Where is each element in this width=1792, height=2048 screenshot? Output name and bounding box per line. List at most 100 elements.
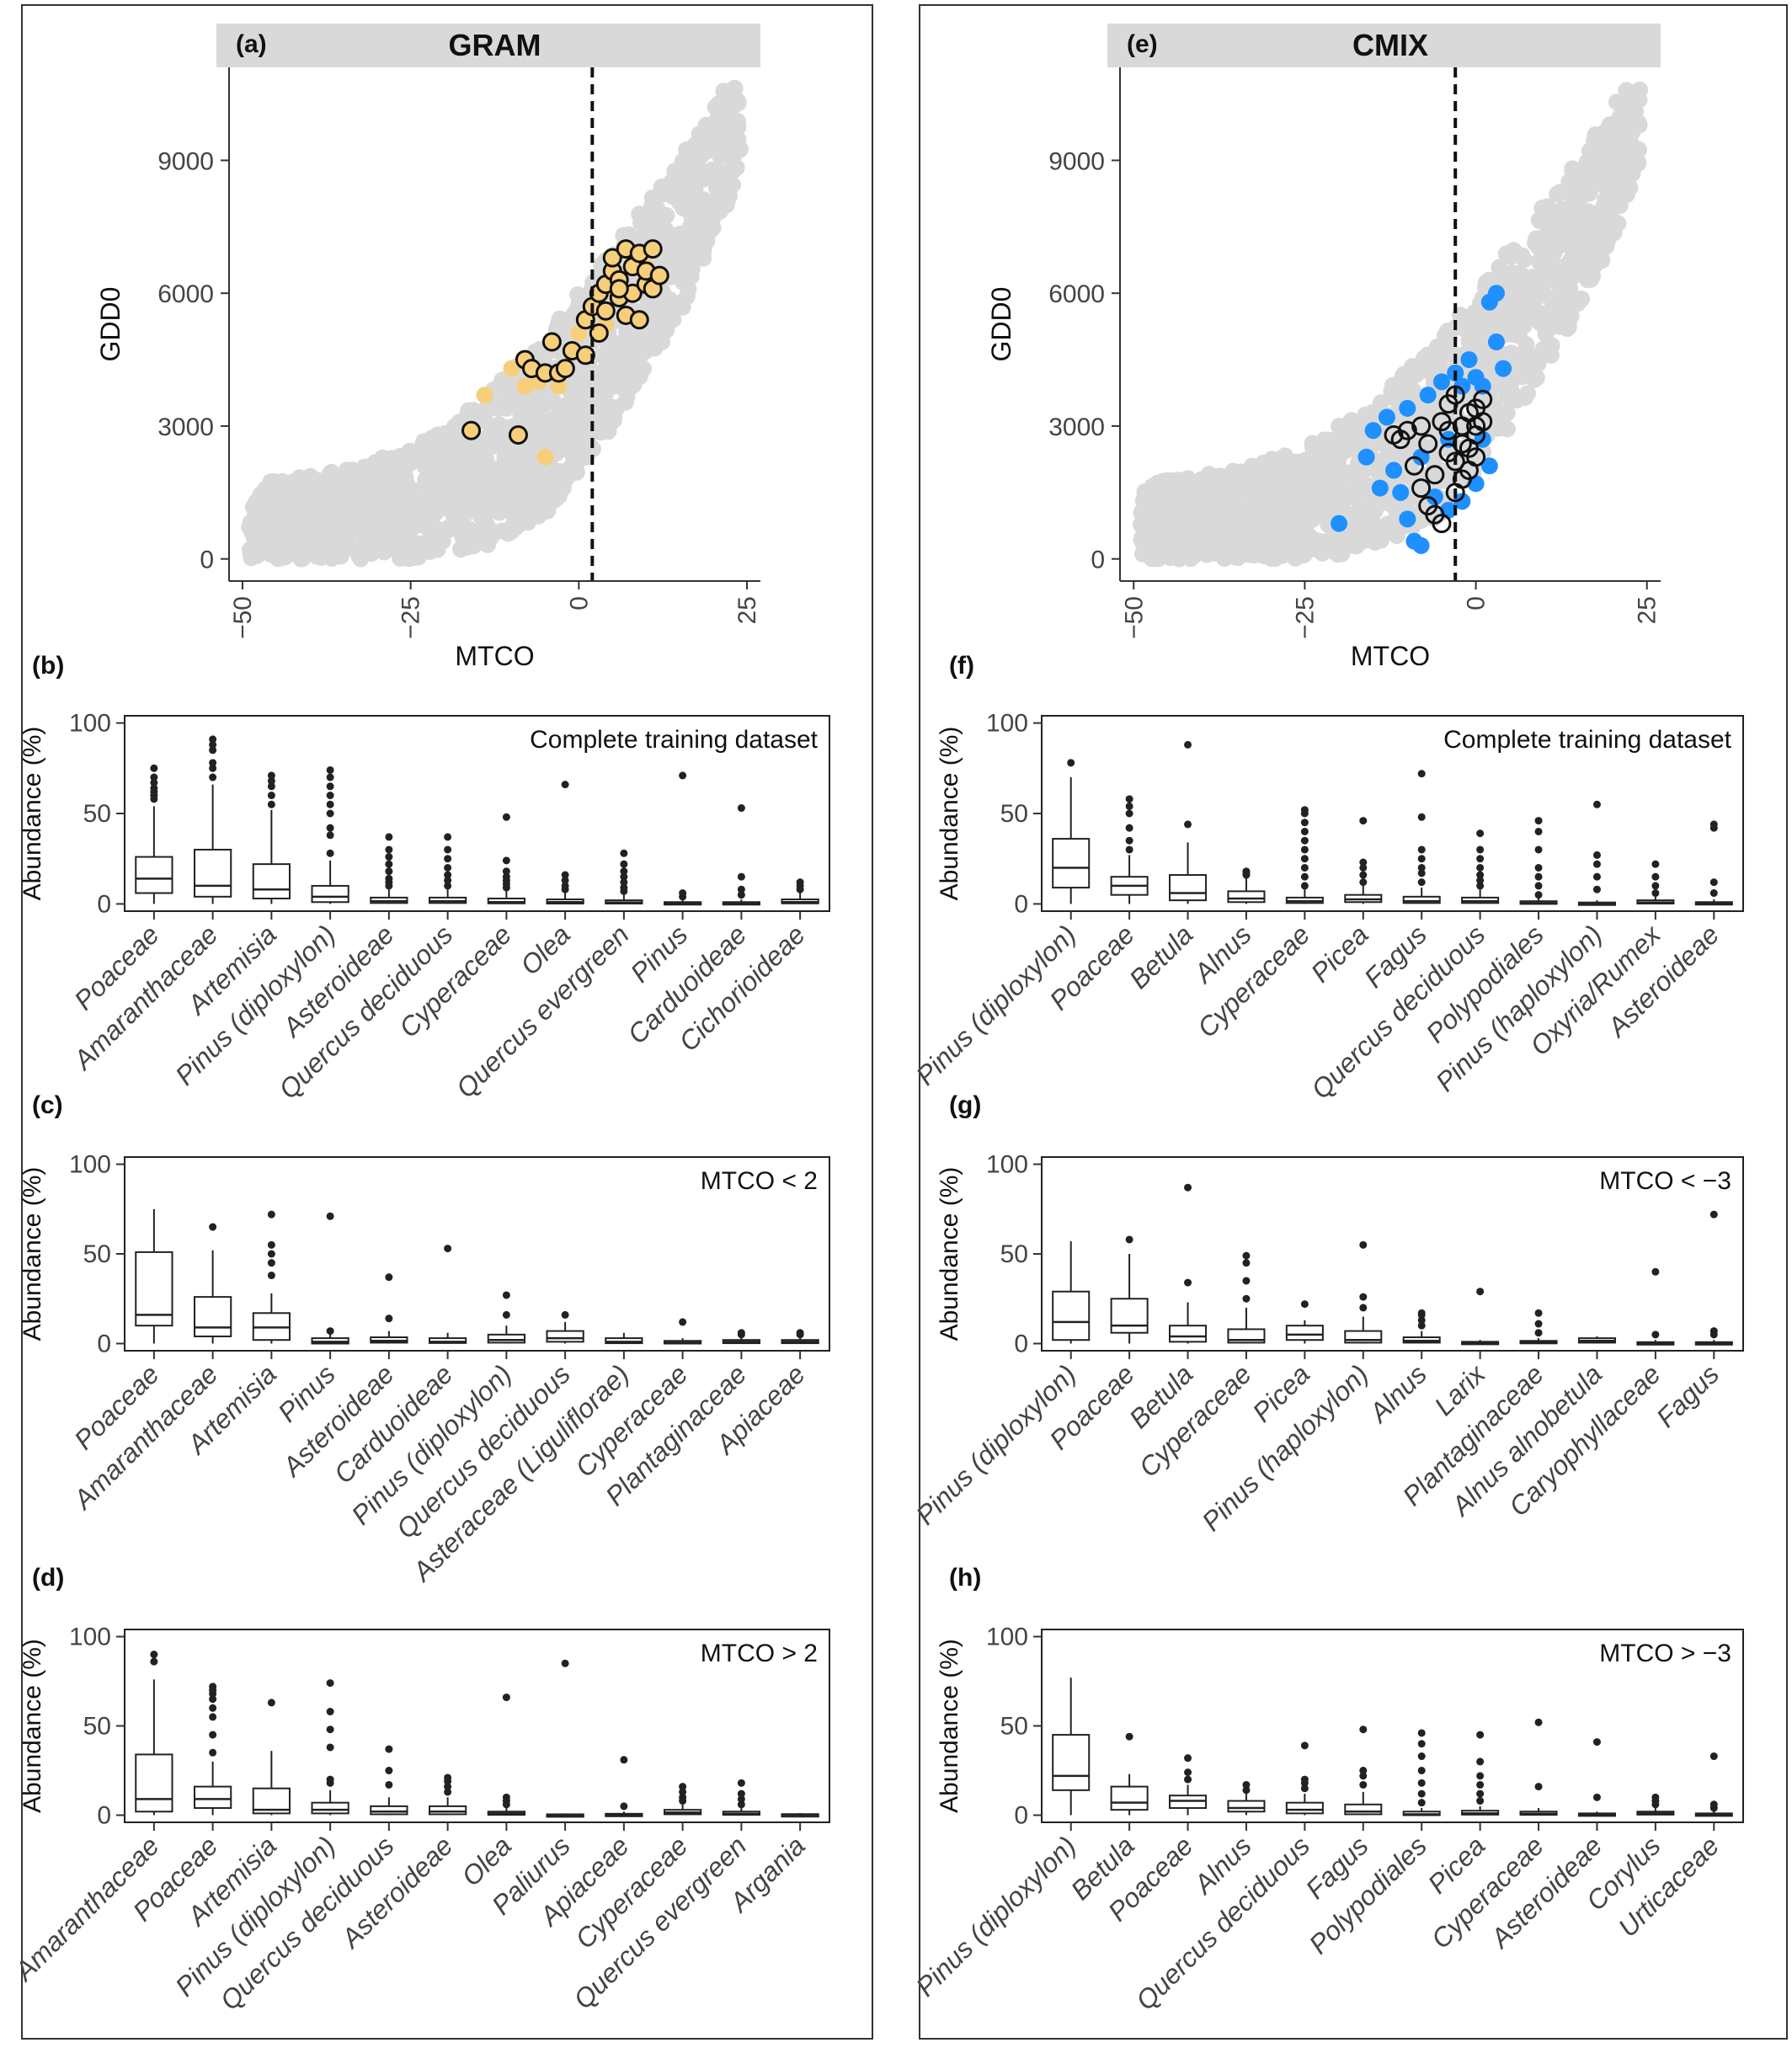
outlier-point [1534, 1329, 1543, 1337]
background-point [328, 542, 346, 560]
box-body [1402, 895, 1441, 904]
background-point [1622, 134, 1640, 152]
outlier-point [326, 1212, 334, 1220]
box [135, 1208, 173, 1344]
outlier-point [1300, 836, 1309, 845]
box [1110, 795, 1149, 904]
outlier-point [1651, 1793, 1660, 1801]
background-point [472, 435, 490, 453]
background-point [1427, 459, 1444, 477]
outlier-point [1534, 891, 1543, 899]
background-point [706, 114, 723, 131]
background-point [1411, 504, 1429, 522]
outlier-point [150, 778, 158, 787]
background-point [1491, 259, 1508, 276]
outlier-point [1125, 836, 1133, 845]
outlier-point [737, 1789, 745, 1798]
outlier-point [385, 1780, 393, 1789]
background-point [1517, 388, 1534, 406]
background-point [1549, 259, 1566, 276]
box [1694, 1752, 1733, 1817]
outlier-point [679, 1318, 687, 1326]
outlier-point [1534, 817, 1543, 825]
boxplot-panel-b: (b) Complete training dataset 0 50 100 Abunda… [19, 652, 830, 1105]
background-point [1205, 511, 1223, 529]
box [1227, 1251, 1266, 1344]
background-point [1316, 463, 1334, 481]
outlier-point [1534, 1320, 1543, 1328]
background-points [241, 79, 749, 568]
background-point [1618, 82, 1635, 99]
outlined-point [1466, 447, 1486, 467]
outlier-point [1125, 1732, 1133, 1741]
outlier-point [1359, 871, 1368, 879]
outlined-point [575, 345, 595, 365]
box-body [1169, 874, 1208, 902]
background-point [501, 484, 519, 502]
x-tick-label: 25 [1634, 596, 1661, 624]
background-point [462, 474, 480, 492]
outlier-point [444, 882, 452, 890]
background-point [341, 493, 359, 510]
outlier-point [1359, 878, 1368, 887]
outlier-point [1300, 827, 1309, 835]
highlight-point [1385, 461, 1403, 479]
background-point [711, 199, 728, 216]
outlier-point [737, 1779, 745, 1787]
outlier-point [502, 872, 510, 881]
y-tick-label: 100 [986, 710, 1028, 738]
background-point [1163, 542, 1181, 560]
background-point [1592, 142, 1610, 160]
background-point [1437, 472, 1453, 489]
background-point [1265, 545, 1283, 563]
outlier-point [385, 867, 393, 876]
outlier-point [385, 1315, 393, 1323]
outlier-point [1184, 1768, 1192, 1777]
outlier-point [737, 1795, 745, 1803]
outlier-point [444, 855, 452, 863]
outlier-point [1242, 867, 1251, 876]
highlight-point [1378, 408, 1395, 426]
background-point [1137, 505, 1154, 523]
background-point [674, 152, 691, 170]
y-tick-label: 9000 [157, 147, 214, 175]
background-point [1581, 270, 1599, 288]
outlier-point [737, 872, 745, 881]
highlight-point [476, 387, 493, 404]
background-point [244, 520, 261, 537]
box [664, 1318, 702, 1345]
background-point [731, 141, 749, 158]
box [1636, 860, 1675, 904]
box-body [487, 1333, 525, 1344]
outlier-point [1709, 878, 1718, 887]
outlier-point [1592, 851, 1601, 859]
box-body [194, 848, 232, 898]
background-point [1379, 515, 1396, 533]
background-point [1171, 477, 1189, 494]
y-tick-label: 3000 [157, 413, 214, 441]
outlier-point [385, 1745, 393, 1753]
x-tick-label: 25 [733, 596, 761, 624]
background-point [1155, 501, 1172, 519]
outlier-point [267, 1272, 275, 1280]
background-point [1245, 488, 1262, 505]
outlined-point [1404, 456, 1424, 476]
outlier-point [1651, 889, 1660, 898]
box-body [1110, 1785, 1149, 1811]
outlier-point [150, 1651, 158, 1659]
highlight-point [1331, 515, 1348, 532]
outlier-point [326, 1327, 334, 1336]
outlier-point [1359, 858, 1368, 867]
outlier-point [267, 776, 275, 785]
outlier-point [1476, 1772, 1485, 1780]
highlight-point [1412, 536, 1430, 554]
background-point [615, 380, 632, 397]
background-point [1583, 232, 1601, 250]
background-point [539, 502, 557, 520]
outlier-point [209, 759, 217, 767]
box [1402, 1309, 1441, 1344]
panel-label: (h) [949, 1564, 981, 1592]
outlier-point [1417, 1321, 1426, 1330]
outlined-point [541, 332, 562, 352]
box [1577, 1738, 1616, 1817]
